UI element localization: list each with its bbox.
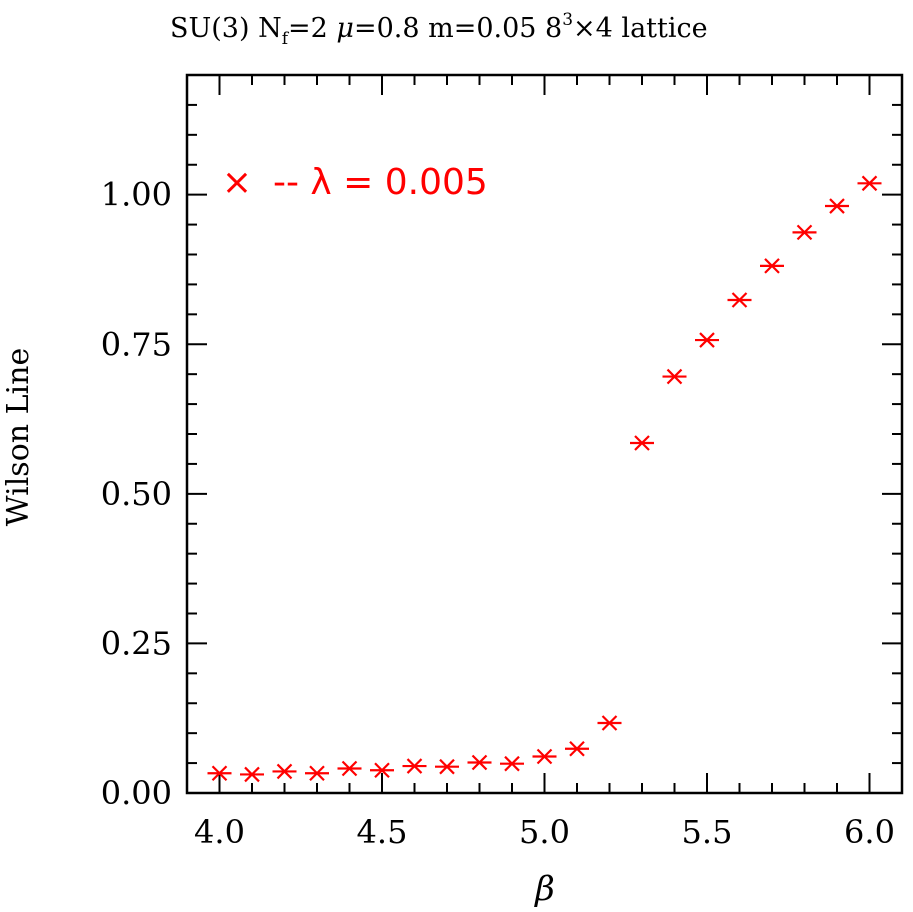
data-point: [532, 748, 557, 765]
data-points: [207, 175, 882, 783]
x-tick-label: 5.5: [682, 813, 733, 851]
x-tick-label: 4.5: [357, 813, 408, 851]
data-point: [662, 368, 687, 385]
data-point: [337, 760, 362, 777]
data-point: [272, 763, 297, 780]
data-point: [857, 175, 882, 192]
data-point: [370, 762, 394, 779]
y-tick-label: 0.50: [101, 475, 172, 513]
y-tick-label: 0.00: [101, 774, 172, 812]
chart-title: SU(3) Nf=2 μ=0.8 m=0.05 83×4 lattice: [170, 10, 708, 49]
legend-marker: ×: [222, 162, 252, 203]
data-point: [792, 224, 817, 241]
x-tick-label: 5.0: [519, 813, 570, 851]
y-axis-label: Wilson Line: [1, 348, 36, 526]
x-tick-labels: 4.0 4.5 5.0 5.5 6.0: [194, 813, 895, 851]
data-point: [435, 758, 459, 775]
data-point: [760, 258, 784, 274]
y-tick-labels: 0.00 0.25 0.50 0.75 1.00: [101, 176, 172, 812]
data-point: [597, 715, 622, 731]
data-point: [240, 766, 264, 783]
legend-label: -- λ = 0.005: [273, 162, 488, 203]
data-point: [727, 292, 752, 308]
x-tick-label: 4.0: [194, 813, 245, 851]
axis-ticks: [186, 75, 903, 794]
x-tick-label: 6.0: [844, 813, 895, 851]
data-point: [305, 765, 329, 782]
data-point: [630, 435, 654, 451]
data-point: [825, 198, 849, 214]
data-point: [695, 332, 719, 348]
legend: × -- λ = 0.005: [222, 162, 488, 203]
y-tick-label: 0.25: [101, 624, 172, 662]
y-tick-label: 0.75: [101, 325, 172, 363]
data-point: [565, 740, 589, 757]
y-tick-label: 1.00: [101, 176, 172, 214]
data-point: [402, 758, 427, 774]
data-point: [207, 765, 232, 782]
data-point: [500, 755, 524, 772]
data-point: [467, 754, 492, 771]
x-axis-label: β: [533, 869, 555, 909]
